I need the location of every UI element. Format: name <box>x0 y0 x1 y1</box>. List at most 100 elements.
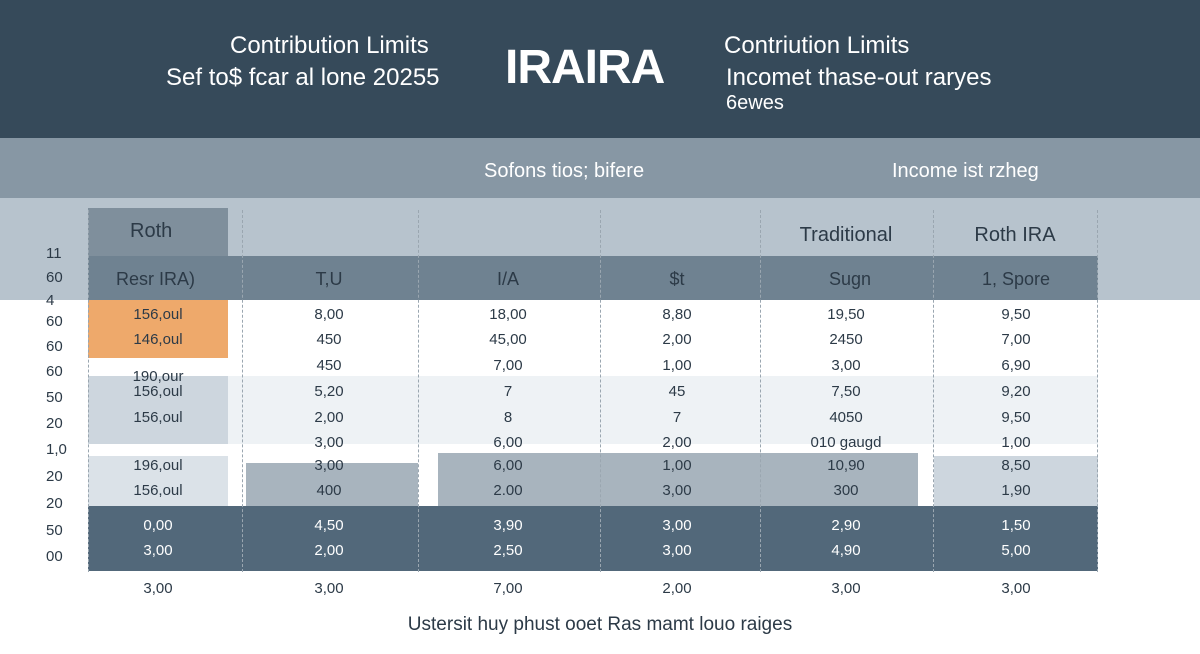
table-cell: 3,00 <box>662 542 692 559</box>
grid-line <box>242 210 243 572</box>
table-cell: 1,00 <box>662 357 692 374</box>
band-label-left: Sofons tios; bifere <box>484 160 645 182</box>
table-cell: 3,00 <box>143 580 173 597</box>
header-left-subtitle: Sef to$ fcar al lone 20255 <box>166 64 440 91</box>
table-cell: 9,50 <box>1001 409 1031 426</box>
y-axis-label: 11 <box>46 245 62 262</box>
table-cell: 7 <box>672 409 682 426</box>
subheader-row <box>88 256 1098 300</box>
table-cell: 7,50 <box>831 383 861 400</box>
table-cell: 3,00 <box>314 457 344 474</box>
header-left-title: Contribution Limits <box>230 32 429 59</box>
table-cell: 5,00 <box>1001 542 1031 559</box>
table-cell: 7,00 <box>1001 331 1031 348</box>
subheader-col-3: I/A <box>496 269 520 289</box>
table-cell: 45,00 <box>489 331 527 348</box>
table-cell: 2450 <box>829 331 863 348</box>
table-cell: 3,00 <box>143 542 173 559</box>
table-cell: 196,oul <box>133 457 183 474</box>
highlight-block-1 <box>88 376 228 444</box>
table-cell: 2,50 <box>493 542 523 559</box>
table-cell: 8,80 <box>662 306 692 323</box>
table-cell: 19,50 <box>827 306 865 323</box>
table-cell: 1,50 <box>1001 517 1031 534</box>
table-cell: 7,00 <box>493 580 523 597</box>
y-axis-label: 60 <box>46 313 63 330</box>
table-cell: 3,90 <box>493 517 523 534</box>
table-cell: 1,90 <box>1001 482 1031 499</box>
table-cell: 3,00 <box>831 357 861 374</box>
table-cell: 1,00 <box>662 457 692 474</box>
dark-summary-rows <box>88 506 1098 571</box>
highlight-block-3 <box>246 463 418 506</box>
y-axis-label: 50 <box>46 389 63 406</box>
grid-line <box>1097 210 1098 572</box>
table-cell: 156,oul <box>133 409 183 426</box>
table-cell: 156,oul <box>133 383 183 400</box>
highlight-orange-block <box>88 300 228 358</box>
subheader-col-4: $t <box>669 269 685 289</box>
grid-line <box>760 210 761 572</box>
table-cell: 2,00 <box>662 331 692 348</box>
table-cell: 2.00 <box>493 482 523 499</box>
column-header-roth: Roth <box>130 220 173 242</box>
table-cell: 2,00 <box>314 409 344 426</box>
y-axis-label: 60 <box>46 338 63 355</box>
y-axis-label: 00 <box>46 548 63 565</box>
header-right-subtitle: Incomet thase-out raryes <box>726 64 992 91</box>
grid-line <box>88 210 89 572</box>
band-label-right: Income ist rzheg <box>892 160 1039 182</box>
table-cell: 3,00 <box>314 580 344 597</box>
subheader-col-5: Sugn <box>828 269 872 289</box>
table-cell: 450 <box>316 357 342 374</box>
subheader-col-2: T,U <box>315 269 343 289</box>
table-cell: 10,90 <box>827 457 865 474</box>
table-cell: 1,00 <box>1001 434 1031 451</box>
table-cell: 156,oul <box>133 482 183 499</box>
table-cell: 156,oul <box>133 306 183 323</box>
table-cell: 4050 <box>829 409 863 426</box>
table-cell: 2,90 <box>831 517 861 534</box>
table-cell: 3,00 <box>831 580 861 597</box>
table-cell: 190,our <box>132 368 184 385</box>
table-cell: 2,00 <box>662 580 692 597</box>
subheader-col-6: 1, Spore <box>981 269 1051 289</box>
header-bar <box>0 0 1200 138</box>
highlight-block-4 <box>438 453 918 506</box>
highlight-block-5 <box>934 456 1098 506</box>
subheader-col-1: Resr IRA) <box>116 269 196 289</box>
table-cell: 450 <box>316 331 342 348</box>
table-cell: 0,00 <box>143 517 173 534</box>
table-cell: 2,00 <box>662 434 692 451</box>
y-axis-label: 60 <box>46 363 63 380</box>
table-cell: 4,50 <box>314 517 344 534</box>
y-axis-label: 20 <box>46 495 63 512</box>
table-cell: 6,90 <box>1001 357 1031 374</box>
table-cell: 7 <box>503 383 513 400</box>
table-cell: 2,00 <box>314 542 344 559</box>
table-cell: 45 <box>668 383 686 400</box>
roth-header-block <box>88 208 228 256</box>
subheader-band <box>0 138 1200 198</box>
grid-line <box>933 210 934 572</box>
y-axis-label: 50 <box>46 522 63 539</box>
y-axis-label: 20 <box>46 415 63 432</box>
table-cell: 300 <box>833 482 859 499</box>
footer-caption: Ustersit huy phust ooet Ras mamt louo ra… <box>407 614 793 635</box>
header-right-note: 6ewes <box>726 92 784 114</box>
y-axis-label: 1,0 <box>46 441 67 458</box>
column-header-roth-ira: Roth IRA <box>974 224 1056 246</box>
table-cell: 400 <box>316 482 342 499</box>
header-right-title: Contriution Limits <box>724 32 910 59</box>
table-cell: 3,00 <box>662 482 692 499</box>
header-center-title: IRAIRA <box>505 41 665 94</box>
table-cell: 18,00 <box>489 306 527 323</box>
row-highlight <box>228 376 1098 444</box>
table-cell: 010 gaugd <box>810 434 882 451</box>
grid-line <box>600 210 601 572</box>
table-cell: 3,00 <box>1001 580 1031 597</box>
table-cell: 7,00 <box>493 357 523 374</box>
grid-line <box>418 210 419 572</box>
y-axis-label: 60 <box>46 269 63 286</box>
y-axis-label: 20 <box>46 468 63 485</box>
